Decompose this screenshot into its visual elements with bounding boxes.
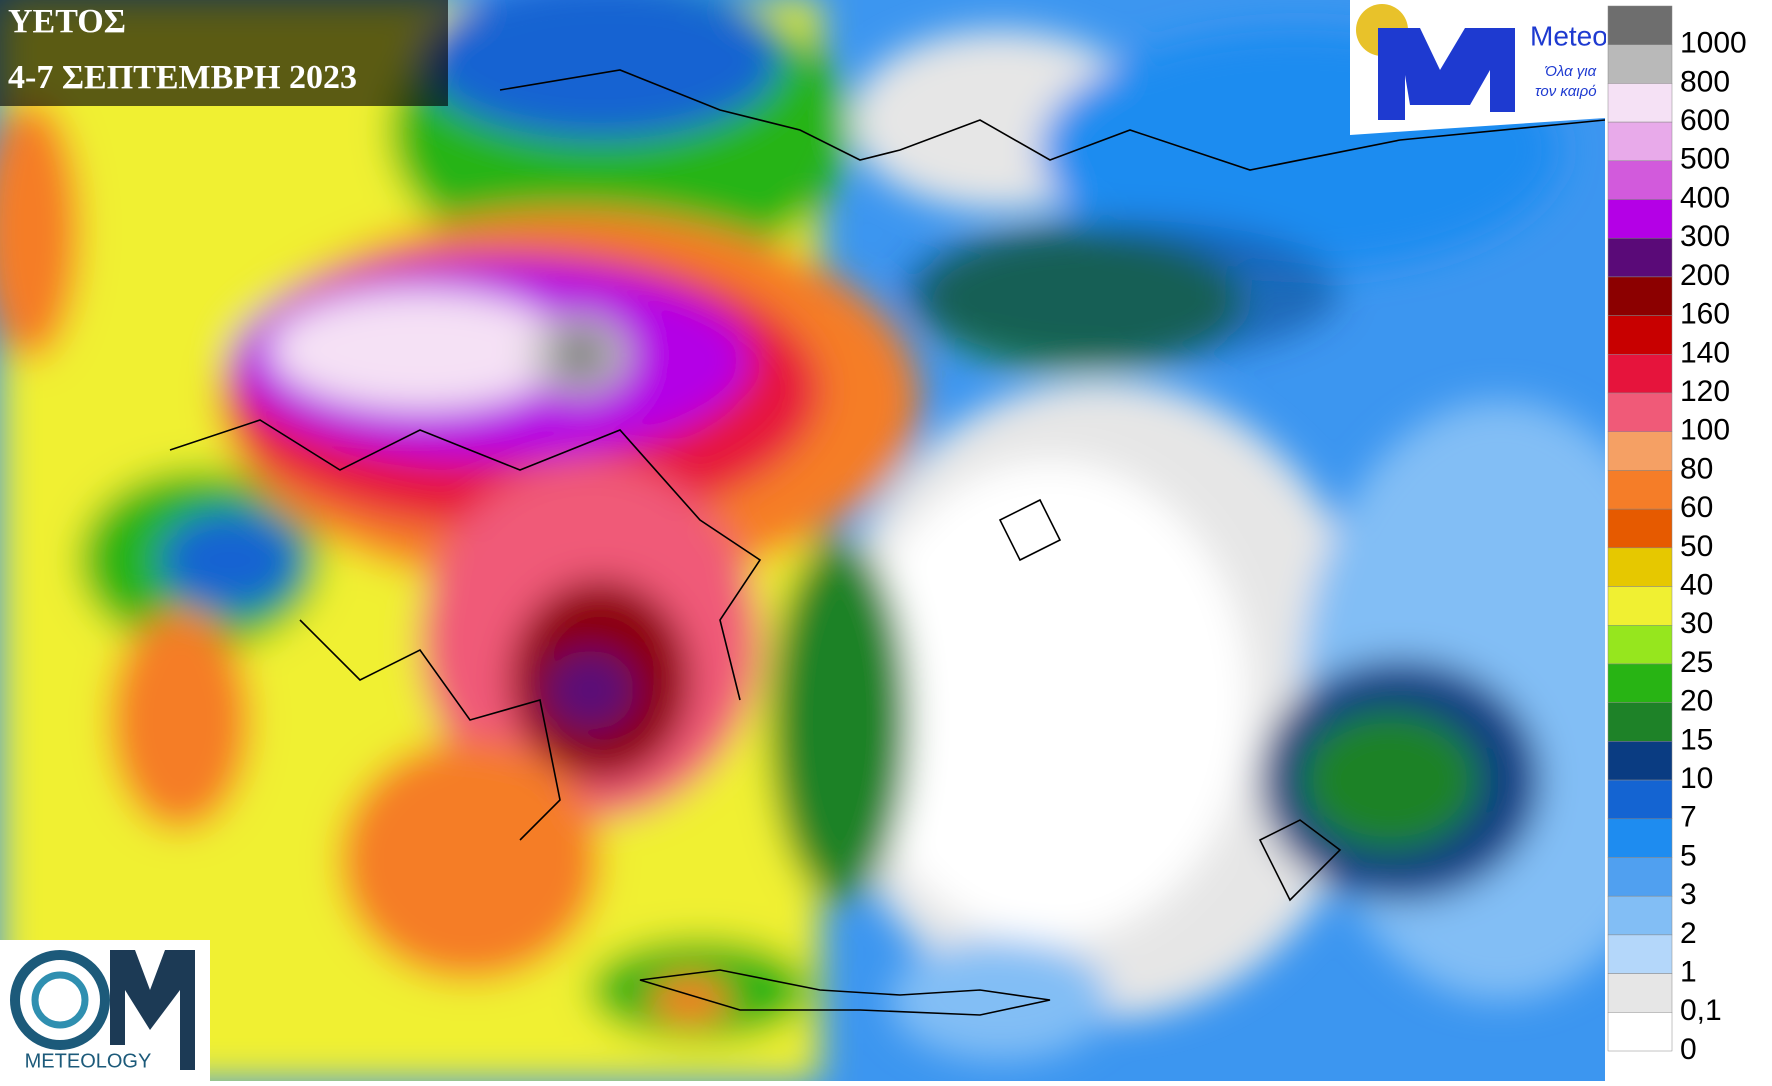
legend-label: 1 (1680, 956, 1697, 989)
legend-swatch (1607, 741, 1673, 781)
logo-tagline: τον καιρό (1535, 83, 1597, 100)
legend-swatch (1607, 160, 1673, 200)
rainfall-field (0, 0, 1605, 1081)
legend-swatch (1607, 973, 1673, 1013)
legend-swatch (1607, 702, 1673, 742)
legend-label: 80 (1680, 452, 1713, 485)
legend-swatch (1607, 83, 1673, 123)
legend-label: 60 (1680, 491, 1713, 524)
legend-label: 400 (1680, 181, 1730, 214)
legend-label: 50 (1680, 530, 1713, 563)
legend-swatch (1607, 354, 1673, 394)
legend-label: 15 (1680, 723, 1713, 756)
legend-swatch (1607, 779, 1673, 820)
title-box (0, 0, 448, 106)
legend-swatch (1607, 1012, 1673, 1052)
meteology-logo: METEOLOGY (0, 940, 210, 1081)
legend-label: 0 (1680, 1033, 1697, 1066)
map-subtitle: 4-7 ΣΕΠΤΕΜΒΡΗ 2023 (8, 59, 357, 96)
legend-label: 1000 (1680, 27, 1747, 60)
legend-swatch (1607, 431, 1673, 471)
legend-swatch (1607, 547, 1673, 587)
map-title: ΥΕΤΟΣ (8, 3, 126, 40)
legend-swatch (1607, 586, 1673, 626)
legend-swatch (1607, 392, 1673, 432)
legend-label: 200 (1680, 259, 1730, 292)
legend-label: 160 (1680, 298, 1730, 331)
legend-swatch (1607, 121, 1673, 162)
legend-swatch (1607, 276, 1673, 316)
legend-label: 2 (1680, 917, 1697, 950)
legend-swatch (1607, 625, 1673, 665)
legend-label: 300 (1680, 220, 1730, 253)
legend-label: 120 (1680, 375, 1730, 408)
legend-label: 10 (1680, 762, 1713, 795)
legend-label: 0,1 (1680, 994, 1722, 1027)
legend-swatch (1607, 44, 1673, 84)
legend-label: 30 (1680, 607, 1713, 640)
legend-label: 600 (1680, 104, 1730, 137)
legend-label: 140 (1680, 336, 1730, 369)
legend-label: 3 (1680, 878, 1697, 911)
legend-swatch (1607, 508, 1673, 549)
legend-swatch (1607, 895, 1673, 936)
legend-swatch (1607, 470, 1673, 510)
logo-tagline: Όλα για (1544, 63, 1597, 80)
legend-label: 20 (1680, 685, 1713, 718)
legend-swatch (1607, 857, 1673, 897)
meteo-logo: Meteo Όλα για τον καιρό (1350, 0, 1608, 135)
legend-swatch (1607, 199, 1673, 239)
legend-label: 5 (1680, 839, 1697, 872)
logo-name: METEOLOGY (25, 1050, 152, 1072)
legend-swatch (1607, 5, 1673, 45)
legend-swatch (1607, 663, 1673, 703)
legend-swatch (1607, 237, 1673, 278)
legend-swatch (1607, 934, 1673, 974)
legend-label: 500 (1680, 143, 1730, 176)
legend: 1000800600500400300200160140120100806050… (1606, 0, 1772, 1081)
legend-label: 25 (1680, 646, 1713, 679)
legend-label: 800 (1680, 65, 1730, 98)
legend-label: 7 (1680, 801, 1697, 834)
logo-name: Meteo (1530, 20, 1608, 51)
legend-label: 40 (1680, 568, 1713, 601)
legend-swatch (1607, 818, 1673, 858)
legend-swatch (1607, 315, 1673, 355)
legend-label: 100 (1680, 414, 1730, 447)
